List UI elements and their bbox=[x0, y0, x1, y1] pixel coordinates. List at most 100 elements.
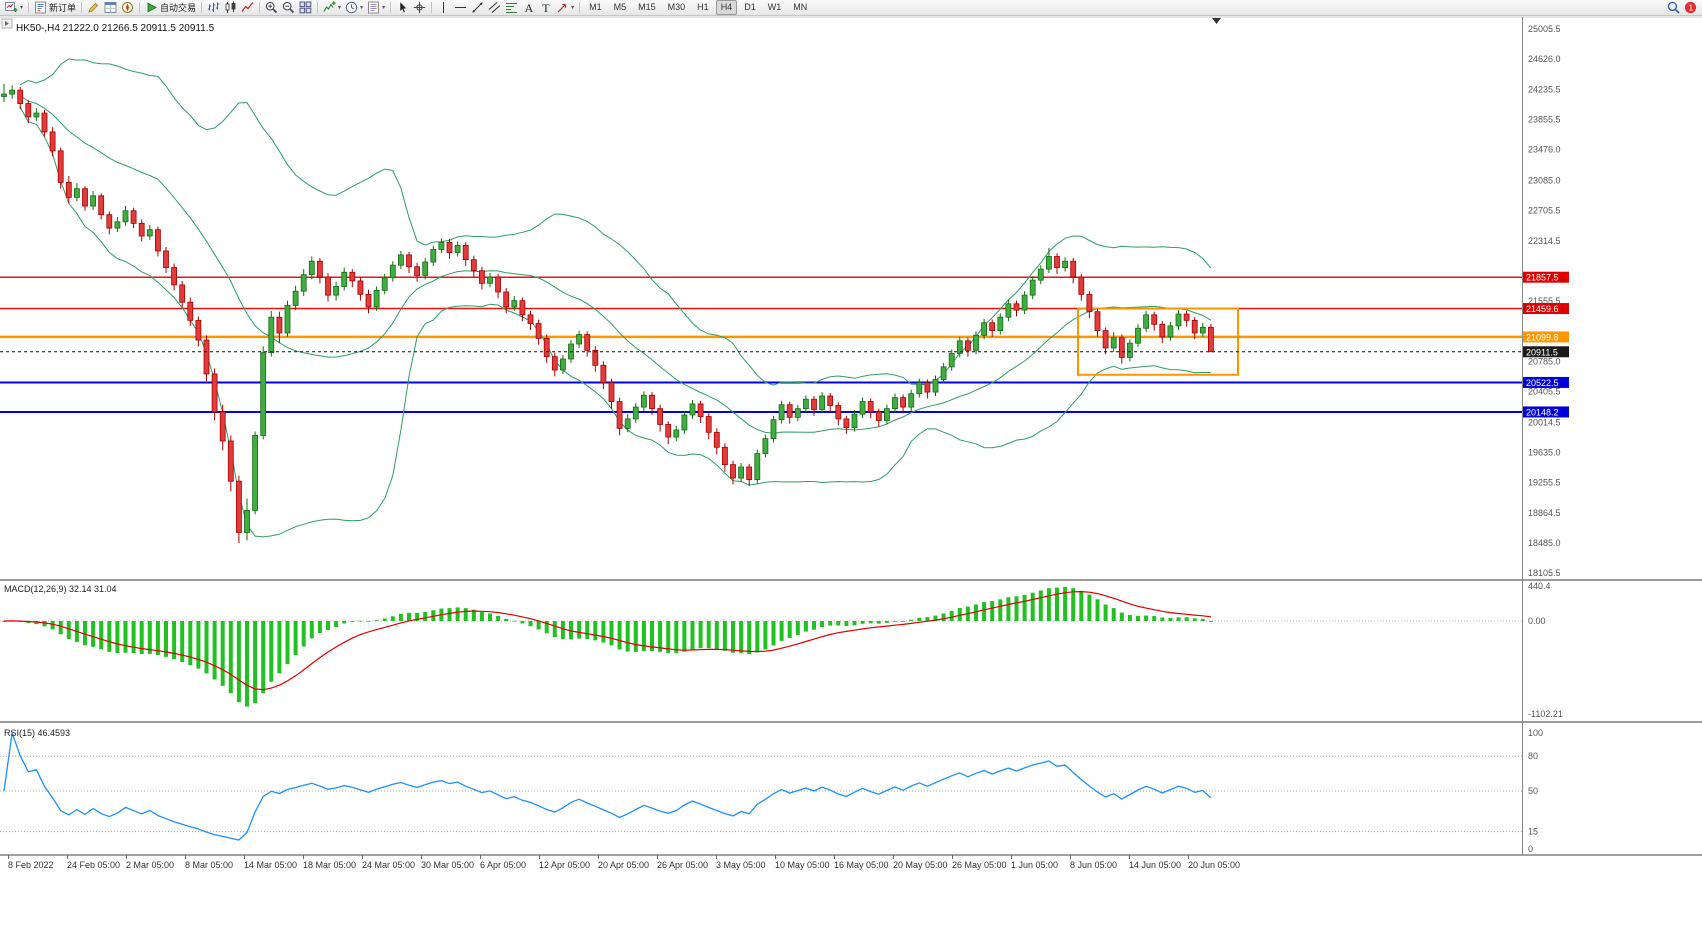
channel-tool-button[interactable] bbox=[486, 1, 503, 15]
fibonacci-tool-button[interactable] bbox=[503, 1, 520, 15]
timeframe-m30-button[interactable]: M30 bbox=[667, 2, 686, 12]
price-axis-label: 22314.5 bbox=[1528, 236, 1561, 246]
cursor-icon bbox=[396, 1, 409, 14]
notification-badge[interactable]: 1 bbox=[1682, 1, 1699, 15]
periods-button[interactable]: ▾ bbox=[343, 1, 365, 15]
label-tool-button[interactable]: T bbox=[537, 1, 554, 15]
macd-axis-label: 440.4 bbox=[1528, 581, 1551, 591]
main-toolbar: ▾ 新订单 自动交易 ▾ ▾ ▾ A T ▾ M1 M5 M15 M30 H1 H4 D1 W1 MN 1 bbox=[0, 0, 1702, 16]
vertical-line-tool-button[interactable] bbox=[435, 1, 452, 15]
macd-axis-label: -1102.21 bbox=[1528, 709, 1563, 719]
line-chart-button[interactable] bbox=[239, 1, 256, 15]
time-axis-label: 16 May 05:00 bbox=[834, 860, 889, 870]
new-order-button[interactable]: 新订单 bbox=[32, 1, 78, 15]
search-button[interactable] bbox=[1665, 1, 1682, 15]
timeframe-h4-button[interactable]: H4 bbox=[715, 0, 738, 15]
bar-chart-button[interactable] bbox=[205, 1, 222, 15]
zoom-in-button[interactable] bbox=[263, 1, 280, 15]
time-axis-label: 8 Mar 05:00 bbox=[185, 860, 233, 870]
chart-shift-marker[interactable] bbox=[1212, 18, 1221, 24]
timeframe-d1-button[interactable]: D1 bbox=[744, 2, 756, 12]
time-axis-label: 12 Apr 05:00 bbox=[539, 860, 590, 870]
time-axis-label: 10 May 05:00 bbox=[775, 860, 830, 870]
navigator-button[interactable] bbox=[119, 1, 136, 15]
toolbar-separator bbox=[201, 2, 203, 13]
timeframe-h1-button[interactable]: H1 bbox=[697, 2, 709, 12]
svg-text:20522.5: 20522.5 bbox=[1526, 378, 1559, 388]
toolbar-separator bbox=[431, 2, 433, 13]
crosshair-tool-button[interactable] bbox=[411, 1, 428, 15]
price-axis-label: 20014.5 bbox=[1528, 417, 1561, 427]
toolbar-separator bbox=[81, 2, 83, 13]
time-axis-label: 3 May 05:00 bbox=[716, 860, 766, 870]
toolbar-separator bbox=[139, 2, 141, 13]
price-axis-label: 24235.5 bbox=[1528, 85, 1561, 95]
time-axis-label: 6 Apr 05:00 bbox=[480, 860, 526, 870]
new-chart-button[interactable]: ▾ bbox=[3, 1, 25, 15]
metaeditor-icon bbox=[87, 1, 100, 14]
svg-text:21857.5: 21857.5 bbox=[1526, 273, 1559, 283]
price-axis-label: 21555.5 bbox=[1528, 296, 1561, 306]
dropdown-caret-icon: ▾ bbox=[20, 4, 24, 11]
price-axis-label: 23855.5 bbox=[1528, 115, 1561, 125]
consolidation-box[interactable] bbox=[1077, 307, 1239, 376]
price-axis-label: 22705.5 bbox=[1528, 205, 1561, 215]
time-axis-label: 26 Apr 05:00 bbox=[657, 860, 708, 870]
timeframe-w1-button[interactable]: W1 bbox=[767, 2, 782, 12]
price-axis-label: 18864.5 bbox=[1528, 508, 1561, 518]
new-chart-icon bbox=[5, 1, 18, 14]
cursor-tool-button[interactable] bbox=[394, 1, 411, 15]
toolbar-separator bbox=[317, 2, 319, 13]
time-axis-label: 8 Feb 2022 bbox=[8, 860, 54, 870]
rsi-axis-label: 50 bbox=[1528, 786, 1538, 796]
horizontal-line-tool-button[interactable] bbox=[452, 1, 469, 15]
templates-button[interactable]: ▾ bbox=[365, 1, 387, 15]
time-axis[interactable] bbox=[0, 856, 1702, 874]
time-axis-label: 24 Mar 05:00 bbox=[362, 860, 415, 870]
new-order-button-label: 新订单 bbox=[49, 3, 77, 13]
dropdown-caret-icon: ▾ bbox=[360, 4, 364, 11]
autotrading-button[interactable]: 自动交易 bbox=[143, 1, 198, 15]
bollinger-upper-band bbox=[19, 58, 1212, 386]
one-click-trading-toggle[interactable] bbox=[1, 18, 13, 29]
symbol-ohlc-title: HK50-,H4 21222.0 21266.5 20911.5 20911.5 bbox=[16, 23, 215, 34]
indicators-button[interactable]: ▾ bbox=[321, 1, 343, 15]
dropdown-caret-icon: ▾ bbox=[571, 4, 575, 11]
price-axis-label: 20405.5 bbox=[1528, 387, 1561, 397]
market-watch-button[interactable] bbox=[102, 1, 119, 15]
bar-chart-icon bbox=[207, 1, 220, 14]
market-watch-icon bbox=[104, 1, 117, 14]
arrows-icon bbox=[556, 1, 569, 14]
tile-windows-button[interactable] bbox=[297, 1, 314, 15]
timeframe-m5-button[interactable]: M5 bbox=[613, 2, 627, 12]
toolbar-separator bbox=[579, 2, 581, 13]
time-axis-label: 26 May 05:00 bbox=[952, 860, 1007, 870]
metaeditor-button[interactable] bbox=[85, 1, 102, 15]
price-axis-label: 19635.0 bbox=[1528, 447, 1561, 457]
price-axis[interactable] bbox=[1522, 17, 1702, 855]
price-axis-label: 24626.0 bbox=[1528, 54, 1561, 64]
trendline-tool-button[interactable] bbox=[469, 1, 486, 15]
time-axis-label: 1 Jun 05:00 bbox=[1011, 860, 1058, 870]
svg-text:T: T bbox=[542, 1, 550, 14]
svg-text:A: A bbox=[525, 1, 534, 14]
zoom-out-icon bbox=[282, 1, 295, 14]
rsi-panel[interactable] bbox=[0, 724, 1522, 855]
price-badge: 20148.2 bbox=[1523, 406, 1569, 418]
timeframe-m15-button[interactable]: M15 bbox=[638, 2, 656, 12]
text-tool-button[interactable]: A bbox=[520, 1, 537, 15]
time-axis-label: 14 Mar 05:00 bbox=[244, 860, 297, 870]
chart-area[interactable]: 25005.5 24626.0 24235.5 23855.5 23476.0 23085… bbox=[0, 16, 1702, 938]
timeframe-m1-button[interactable]: M1 bbox=[589, 2, 602, 12]
toolbar-separator bbox=[259, 2, 261, 13]
timeframe-mn-button[interactable]: MN bbox=[793, 2, 808, 12]
candlestick-chart-button[interactable] bbox=[222, 1, 239, 15]
price-badge: 21459.6 bbox=[1523, 303, 1569, 315]
vline-icon bbox=[437, 1, 450, 14]
zoom-out-button[interactable] bbox=[280, 1, 297, 15]
arrows-tool-button[interactable]: ▾ bbox=[554, 1, 576, 15]
crosshair-icon bbox=[413, 1, 426, 14]
price-panel[interactable] bbox=[0, 17, 1522, 578]
bollinger-middle-band bbox=[19, 95, 1212, 434]
